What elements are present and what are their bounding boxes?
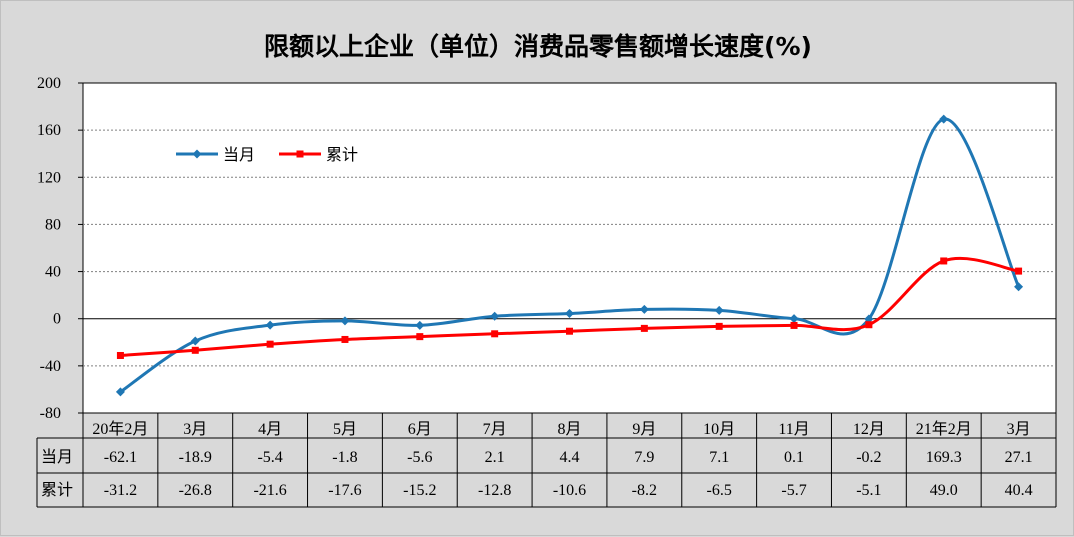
table-cell-value: 49.0	[930, 482, 958, 499]
category-label: 10月	[703, 421, 735, 438]
category-label: 6月	[408, 421, 432, 438]
table-cell-value: -18.9	[179, 449, 212, 466]
table-series-name: 当月	[41, 448, 73, 466]
data-point	[715, 322, 723, 330]
table-cell-value: -1.8	[332, 449, 357, 466]
data-point	[490, 311, 500, 321]
legend-marker	[296, 150, 304, 158]
category-label: 3月	[183, 421, 207, 438]
data-point	[416, 333, 424, 341]
data-point	[789, 314, 799, 324]
table-cell-value: -5.7	[781, 482, 806, 499]
data-point	[191, 346, 199, 354]
data-point	[190, 336, 200, 346]
category-label: 12月	[853, 421, 885, 438]
data-point	[1014, 282, 1024, 292]
table-cell-value: -5.6	[407, 449, 432, 466]
y-tick-label: 0	[53, 311, 61, 328]
y-tick-label: 120	[37, 169, 61, 186]
table-cell-value: -5.4	[257, 449, 282, 466]
data-point	[566, 327, 573, 335]
y-tick-label: 80	[45, 216, 61, 233]
table-cell-value: 2.1	[485, 449, 505, 466]
table-series-name: 累计	[41, 481, 73, 499]
table-cell-value: -62.1	[104, 449, 137, 466]
legend-marker	[192, 149, 202, 159]
data-point	[116, 351, 124, 359]
table-cell-value: -0.2	[856, 449, 881, 466]
category-label: 8月	[557, 421, 581, 438]
table-cell-value: 7.1	[709, 449, 729, 466]
series-line-monthly	[119, 117, 1020, 394]
data-point	[865, 321, 873, 329]
data-point	[940, 257, 948, 265]
table-cell-value: -21.6	[253, 482, 286, 499]
data-point	[565, 309, 574, 319]
data-point	[265, 320, 275, 330]
category-label: 20年2月	[92, 420, 148, 438]
data-point	[790, 321, 798, 329]
y-tick-label: -80	[40, 405, 61, 422]
category-label: 9月	[632, 421, 656, 438]
y-tick-label: 40	[45, 264, 61, 281]
table-cell-value: 7.9	[634, 449, 654, 466]
table-cell-value: -6.5	[707, 482, 732, 499]
table-cell-value: -26.8	[179, 482, 212, 499]
data-point	[341, 335, 349, 343]
data-point	[639, 304, 649, 314]
category-label: 21年2月	[916, 420, 972, 438]
legend-label: 累计	[326, 145, 358, 164]
y-tick-label: 200	[37, 75, 61, 92]
table-cell-value: -10.6	[553, 482, 586, 499]
table-cell-value: -15.2	[403, 482, 436, 499]
table-cell-value: -17.6	[328, 482, 361, 499]
data-point	[491, 330, 499, 338]
data-point	[1015, 267, 1023, 275]
data-point	[640, 324, 648, 332]
data-point	[415, 320, 425, 330]
chart-title: 限额以上企业（单位）消费品零售额增长速度(%)	[264, 32, 812, 61]
plot-area	[82, 82, 1057, 414]
data-point	[939, 114, 949, 124]
data-point	[714, 305, 724, 315]
data-point	[266, 340, 274, 348]
legend-label: 当月	[223, 145, 255, 164]
table-cell-value: 27.1	[1005, 449, 1033, 466]
table-cell-value: -12.8	[478, 482, 511, 499]
table-cell-value: 40.4	[1005, 482, 1033, 499]
table-cell-value: 4.4	[560, 449, 580, 466]
data-point	[864, 314, 874, 324]
table-cell-value: 169.3	[926, 449, 962, 466]
category-label: 4月	[258, 421, 282, 438]
category-label: 7月	[483, 421, 507, 438]
category-label: 5月	[333, 421, 357, 438]
table-cell-value: -5.1	[856, 482, 881, 499]
category-label: 11月	[778, 421, 809, 438]
data-point	[340, 316, 350, 326]
table-cell-value: -8.2	[632, 482, 657, 499]
table-cell-value: -31.2	[104, 482, 137, 499]
y-tick-label: -40	[40, 358, 61, 375]
data-point	[115, 387, 125, 397]
table-cell-value: 0.1	[784, 449, 804, 466]
y-tick-label: 160	[37, 122, 61, 139]
category-label: 3月	[1007, 421, 1031, 438]
